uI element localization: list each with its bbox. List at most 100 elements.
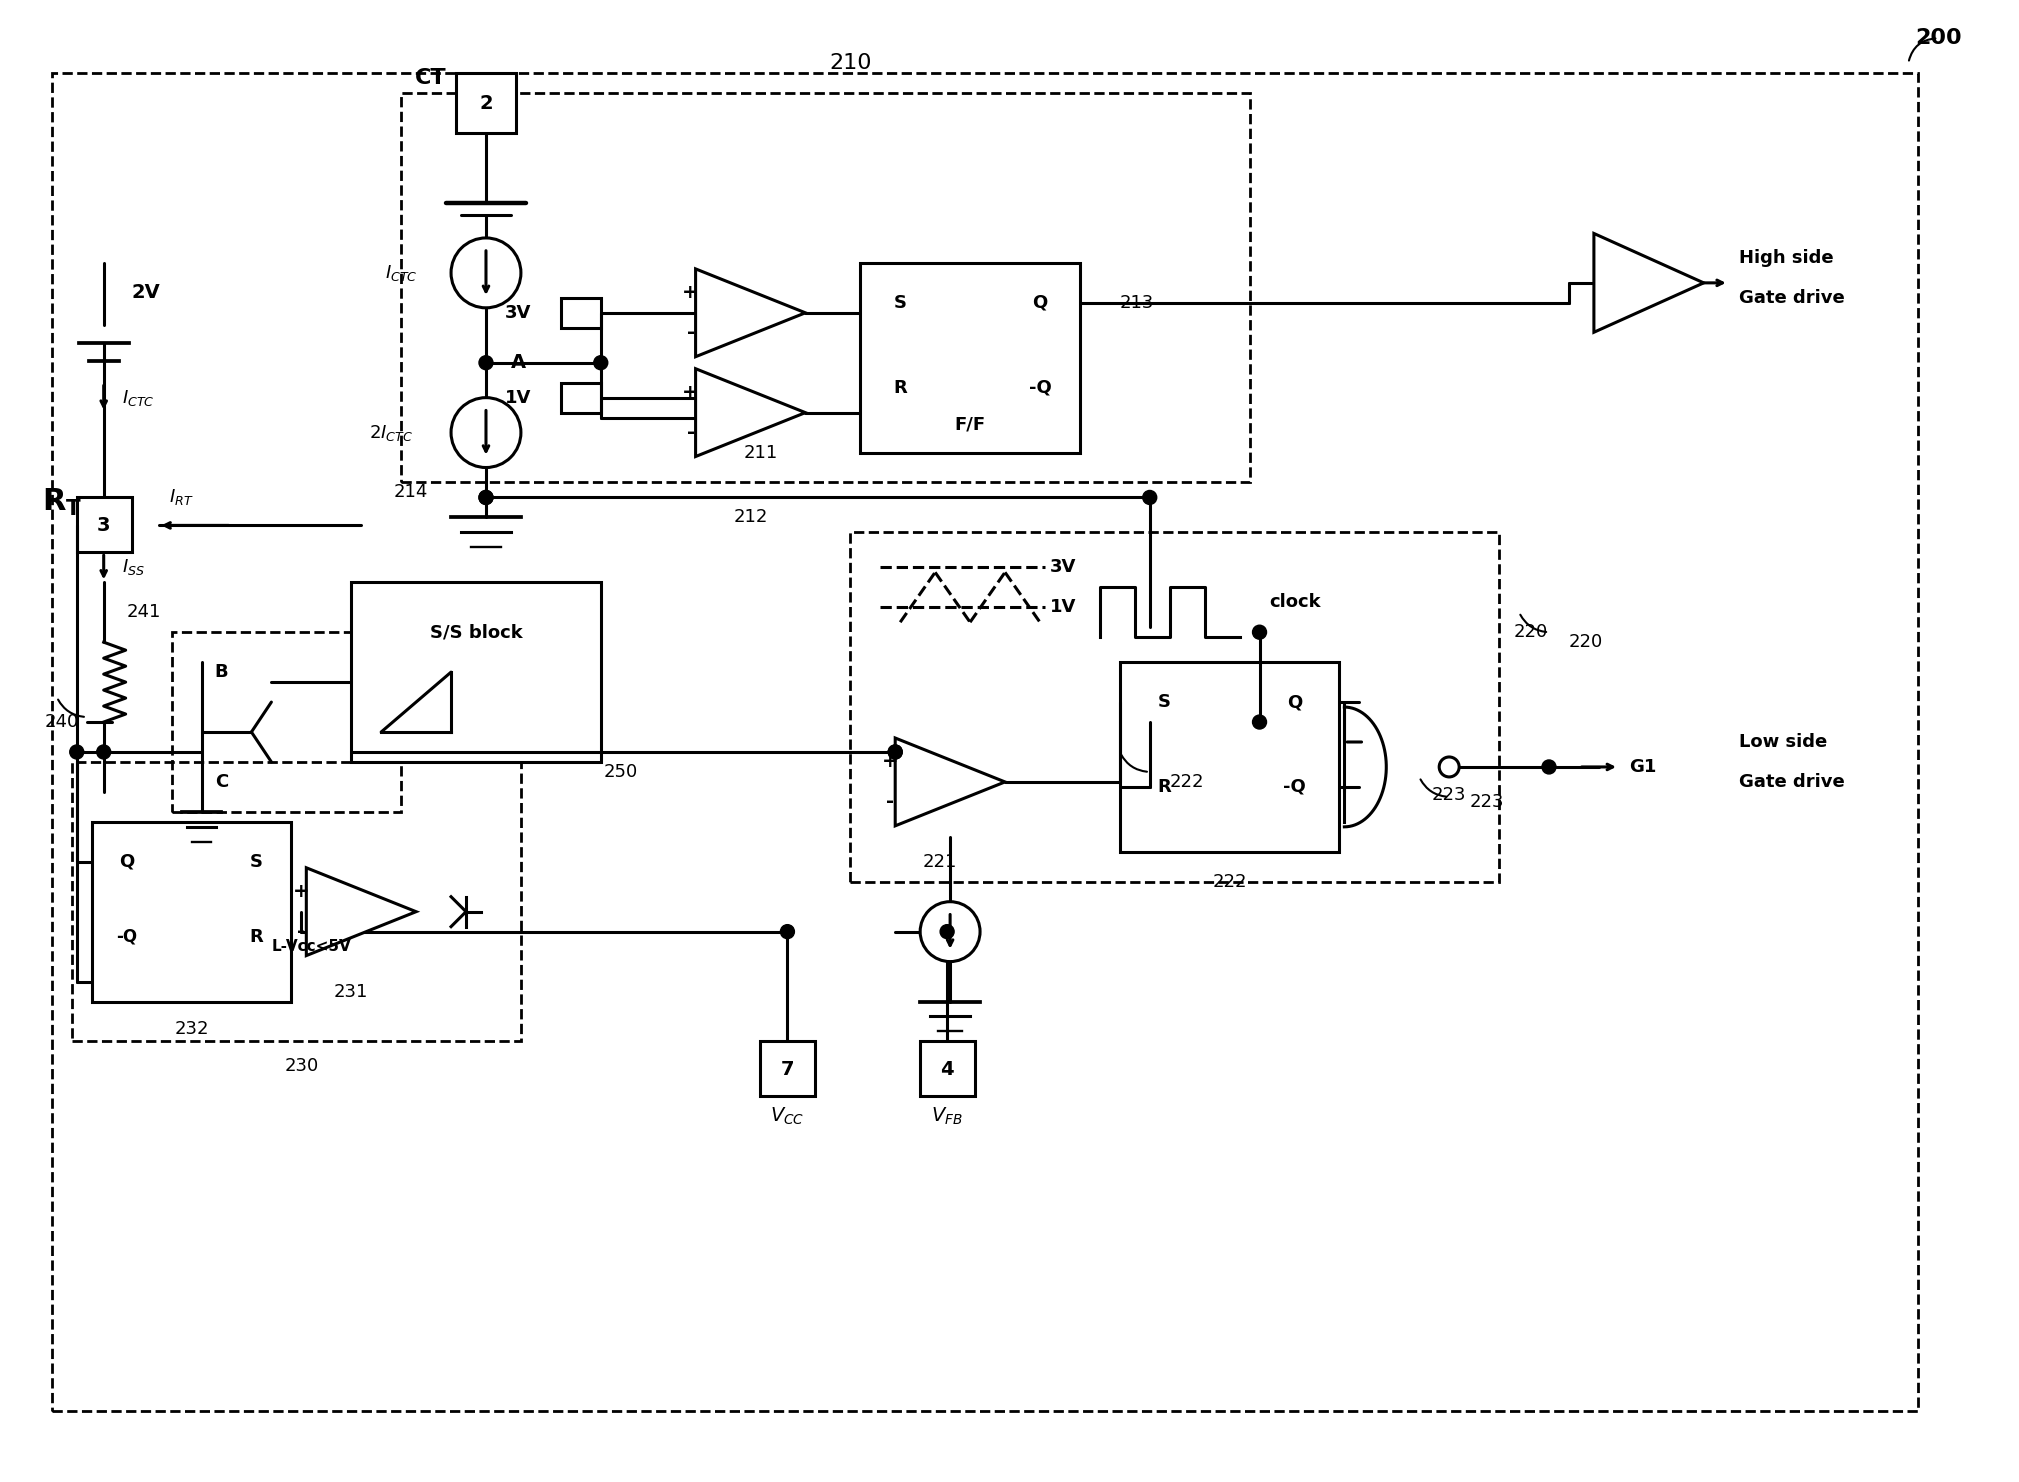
Text: 211: 211 — [743, 443, 777, 461]
Bar — [91, 823, 291, 1002]
Bar — [172, 633, 402, 812]
Text: $I_{SS}$: $I_{SS}$ — [121, 557, 145, 578]
Bar — [1121, 662, 1339, 852]
Text: -Q: -Q — [1284, 778, 1306, 796]
Text: R: R — [892, 379, 907, 397]
Text: 223: 223 — [1470, 793, 1504, 811]
Text: S: S — [1159, 694, 1171, 711]
Circle shape — [479, 491, 493, 504]
Text: 3V: 3V — [505, 304, 531, 322]
Circle shape — [1252, 625, 1266, 639]
Circle shape — [479, 491, 493, 504]
Text: 3: 3 — [97, 516, 111, 535]
Circle shape — [888, 745, 902, 759]
Text: 250: 250 — [604, 763, 638, 781]
Text: -Q: -Q — [1028, 379, 1052, 397]
Circle shape — [594, 356, 608, 369]
Text: Q: Q — [119, 852, 135, 871]
Text: 7: 7 — [781, 1060, 793, 1079]
Circle shape — [479, 356, 493, 369]
Text: +: + — [293, 882, 309, 901]
Bar — [456, 73, 517, 133]
Text: clock: clock — [1270, 593, 1320, 611]
Text: Q: Q — [1286, 694, 1302, 711]
Text: 212: 212 — [733, 508, 767, 526]
Circle shape — [71, 745, 83, 759]
Text: G1: G1 — [1629, 757, 1656, 777]
Circle shape — [1143, 491, 1157, 504]
Text: -Q: -Q — [117, 928, 137, 946]
Text: -: - — [686, 422, 695, 442]
Text: 232: 232 — [174, 1021, 208, 1039]
Text: $I_{CTC}$: $I_{CTC}$ — [386, 262, 418, 283]
Circle shape — [97, 745, 111, 759]
Text: +: + — [882, 753, 898, 772]
Text: 223: 223 — [1431, 785, 1466, 803]
Bar — [73, 762, 521, 1042]
Text: -: - — [886, 793, 894, 811]
Text: 1V: 1V — [1050, 599, 1076, 617]
Text: Q: Q — [1032, 293, 1048, 311]
Bar — [761, 1042, 816, 1097]
Text: 200: 200 — [1914, 28, 1962, 49]
Text: S/S block: S/S block — [430, 624, 523, 642]
Text: Low side: Low side — [1738, 734, 1827, 751]
Text: Gate drive: Gate drive — [1738, 289, 1845, 307]
Text: R: R — [250, 928, 262, 946]
Bar — [561, 382, 602, 412]
Text: 210: 210 — [830, 53, 872, 73]
Text: C: C — [214, 774, 228, 791]
Text: 3V: 3V — [1050, 559, 1076, 576]
Bar — [921, 1042, 975, 1097]
Text: 220: 220 — [1514, 624, 1549, 642]
Polygon shape — [697, 369, 806, 456]
Text: 213: 213 — [1121, 293, 1155, 311]
Circle shape — [781, 925, 793, 938]
Text: S: S — [894, 293, 907, 311]
Text: -: - — [297, 922, 305, 941]
Text: 2V: 2V — [131, 283, 160, 302]
Circle shape — [888, 745, 902, 759]
Polygon shape — [697, 268, 806, 357]
Text: B: B — [214, 662, 228, 682]
Circle shape — [1543, 760, 1557, 774]
Text: 222: 222 — [1211, 873, 1248, 891]
Text: 241: 241 — [127, 603, 162, 621]
Text: CT: CT — [416, 68, 446, 89]
Text: 240: 240 — [44, 713, 79, 731]
Text: $I_{CTC}$: $I_{CTC}$ — [121, 388, 153, 408]
Text: $2I_{CTC}$: $2I_{CTC}$ — [369, 422, 414, 443]
Text: 214: 214 — [394, 483, 428, 501]
Bar — [860, 262, 1080, 452]
Text: 1V: 1V — [505, 388, 531, 406]
Polygon shape — [307, 868, 416, 956]
Text: F/F: F/F — [955, 415, 985, 434]
Text: 230: 230 — [285, 1057, 319, 1076]
Text: -: - — [686, 323, 695, 342]
Circle shape — [450, 239, 521, 308]
Text: +: + — [682, 384, 699, 402]
Bar — [561, 298, 602, 328]
Text: 221: 221 — [923, 852, 957, 871]
Text: $V_{CC}$: $V_{CC}$ — [769, 1106, 806, 1126]
Bar — [850, 532, 1498, 882]
Text: A: A — [511, 353, 527, 372]
Text: R: R — [1157, 778, 1171, 796]
Bar — [77, 498, 131, 553]
Circle shape — [941, 925, 955, 938]
Text: 220: 220 — [1569, 633, 1603, 651]
Text: L-Vcc<5V: L-Vcc<5V — [271, 940, 351, 954]
Circle shape — [1252, 714, 1266, 729]
Text: 231: 231 — [333, 983, 367, 1000]
Text: 222: 222 — [1169, 774, 1203, 791]
Text: $V_{FB}$: $V_{FB}$ — [931, 1106, 963, 1126]
Circle shape — [450, 397, 521, 467]
Text: $\mathbf{R_T}$: $\mathbf{R_T}$ — [42, 488, 83, 519]
Text: $I_{RT}$: $I_{RT}$ — [170, 488, 194, 507]
Text: 2: 2 — [479, 93, 493, 113]
Bar — [402, 93, 1250, 483]
Circle shape — [921, 901, 979, 962]
Text: Gate drive: Gate drive — [1738, 774, 1845, 791]
Text: S: S — [250, 852, 262, 871]
Circle shape — [1440, 757, 1460, 777]
